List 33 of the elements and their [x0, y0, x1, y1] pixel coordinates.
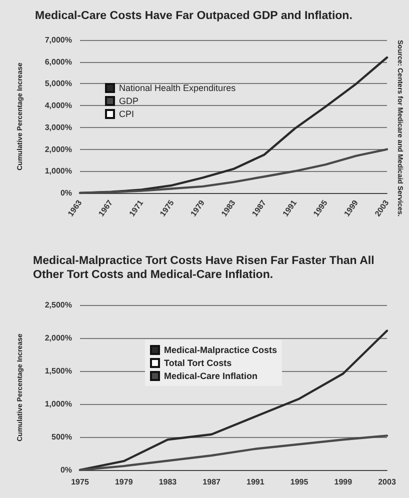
line-series — [78, 148, 388, 194]
legend-label: Total Tort Costs — [164, 358, 232, 368]
y-tick-label: 0% — [60, 466, 72, 474]
y-tick-label: 6,000% — [44, 57, 72, 66]
chart-title: Medical-Malpractice Tort Costs Have Risen Far Faster Than All Other Tort Costs and Medical-Care Inflation. — [33, 255, 378, 281]
chart-title: Medical-Care Costs Have Far Outpaced GDP and Inflation. — [35, 10, 352, 22]
x-tick-label: 1975 — [71, 478, 90, 486]
y-tick-label: 1,000% — [44, 400, 72, 408]
x-tick-label: 1987 — [202, 478, 222, 486]
line-series — [78, 434, 388, 472]
y-tick-label: 7,000% — [44, 36, 72, 44]
y-tick-label: 5,000% — [44, 79, 72, 88]
x-tick-label: 1999 — [334, 478, 353, 486]
legend-label: Medical-Malpractice Costs — [164, 345, 278, 355]
y-tick-label: 1,000% — [44, 166, 72, 176]
legend-label: GDP — [119, 96, 139, 106]
y-tick-label: 2,000% — [44, 144, 72, 154]
y-tick-label: 1,500% — [44, 366, 72, 376]
x-tick-label: 1995 — [290, 478, 309, 486]
y-tick-label: 2,500% — [44, 300, 72, 310]
x-tick-label: 1979 — [114, 478, 134, 486]
legend-label: CPI — [119, 109, 134, 119]
legend-label: National Health Expenditures — [119, 83, 236, 93]
y-tick-label: 0% — [60, 188, 72, 198]
y-tick-label: 500% — [52, 432, 72, 442]
y-tick-label: 3,000% — [44, 122, 72, 132]
line-series — [78, 330, 388, 472]
legend-label: Medical-Care Inflation — [164, 371, 258, 381]
y-tick-label: 2,000% — [44, 334, 72, 342]
y-tick-label: 4,000% — [44, 101, 72, 110]
x-tick-label: 1983 — [158, 478, 178, 486]
x-tick-label: 1991 — [246, 478, 265, 486]
x-tick-label: 2003 — [378, 478, 396, 486]
